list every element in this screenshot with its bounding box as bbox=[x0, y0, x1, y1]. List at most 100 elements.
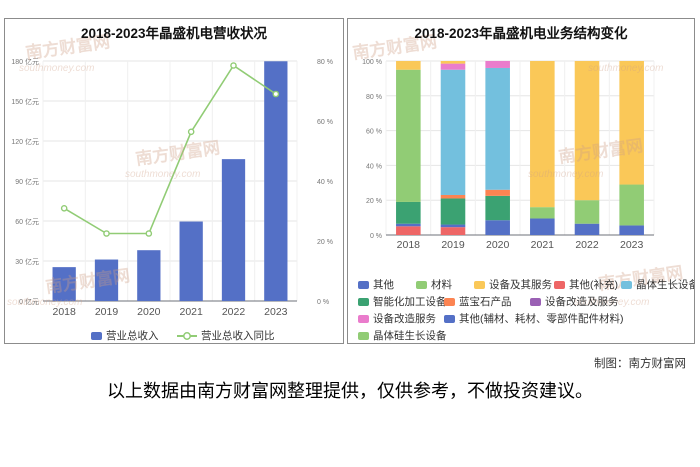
legend-swatch-bar bbox=[91, 331, 102, 340]
stacked-segment bbox=[440, 63, 466, 70]
y-left-tick-label: 0 亿元 bbox=[19, 297, 39, 306]
legend-label: 其他 bbox=[373, 279, 394, 291]
stacked-segment bbox=[485, 189, 510, 196]
y-left-tick-label: 90 亿元 bbox=[15, 177, 39, 186]
revenue-bar bbox=[94, 259, 119, 301]
y-tick-label: 40 % bbox=[366, 163, 382, 170]
stacked-segment bbox=[530, 61, 555, 208]
legend-item[interactable]: 其他(辅材、耗材、零部件配件材料) bbox=[444, 311, 624, 326]
legend-item[interactable]: 智能化加工设备 bbox=[358, 294, 447, 309]
legend-label: 营业总收入同比 bbox=[201, 330, 275, 342]
disclaimer-text: 以上数据由南方财富网整理提供，仅供参考，不做投资建议。 bbox=[107, 381, 593, 401]
stacked-segment bbox=[485, 195, 510, 221]
x-tick-label: 2022 bbox=[575, 239, 599, 251]
x-tick-label: 2018 bbox=[397, 239, 421, 251]
stacked-segment bbox=[440, 61, 466, 64]
legend-swatch bbox=[554, 280, 565, 289]
revenue-bar bbox=[179, 221, 203, 301]
stacked-segment bbox=[574, 200, 600, 224]
x-tick-label: 2022 bbox=[222, 306, 246, 318]
y-right-tick-label: 80 % bbox=[317, 59, 333, 66]
business-structure-chart-panel: 2018-2023年晶盛机电业务结构变化 南方财富网 southmoney.co… bbox=[347, 18, 695, 344]
y-left-tick-label: 60 亿元 bbox=[15, 217, 39, 226]
y-right-tick-label: 60 % bbox=[317, 119, 333, 126]
stacked-segment bbox=[396, 201, 421, 224]
legend-label: 智能化加工设备 bbox=[373, 296, 447, 308]
stacked-segment bbox=[396, 226, 421, 235]
legend-label: 晶体硅生长设备 bbox=[373, 330, 447, 342]
stacked-segment bbox=[440, 69, 466, 195]
legend-label: 晶体生长设备 bbox=[636, 279, 695, 291]
stacked-segment bbox=[574, 61, 600, 201]
revenue-yoy-point bbox=[60, 204, 68, 212]
y-right-tick-label: 40 % bbox=[317, 179, 333, 186]
watermark-sub: southmoney.com bbox=[19, 63, 95, 74]
legend-label: 其他(辅材、耗材、零部件配件材料) bbox=[459, 313, 624, 325]
stacked-segment bbox=[574, 223, 600, 235]
business-structure-chart-title: 2018-2023年晶盛机电业务结构变化 bbox=[414, 26, 628, 41]
x-tick-label: 2023 bbox=[620, 239, 644, 251]
stacked-segment bbox=[440, 198, 466, 225]
y-left-tick-label: 30 亿元 bbox=[15, 257, 39, 266]
legend-item[interactable]: 设备及其服务 bbox=[474, 277, 552, 292]
x-tick-label: 2020 bbox=[137, 306, 161, 318]
revenue-chart-svg: 0 亿元 30 亿元 60 亿元 90 亿元 120 亿元 150 亿元 180 亿元 0 %… bbox=[11, 57, 333, 318]
revenue-bar bbox=[221, 159, 246, 301]
legend-swatch bbox=[621, 280, 632, 289]
legend-swatch bbox=[358, 297, 369, 306]
legend-swatch bbox=[530, 297, 541, 306]
legend-label: 设备及其服务 bbox=[489, 279, 552, 291]
x-tick-label: 2023 bbox=[264, 306, 288, 318]
legend-swatch bbox=[358, 314, 369, 323]
stacked-segment bbox=[396, 69, 421, 202]
stacked-segment bbox=[619, 225, 644, 235]
chart-credit: 制图：南方财富网 bbox=[594, 358, 686, 370]
legend-item-revenue[interactable]: 营业总收入 bbox=[91, 328, 159, 343]
legend-swatch bbox=[444, 297, 455, 306]
stacked-segment bbox=[530, 207, 555, 219]
stacked-segment bbox=[440, 224, 466, 228]
y-tick-label: 80 % bbox=[366, 94, 382, 101]
legend-swatch bbox=[416, 280, 427, 289]
revenue-chart-panel: 2018-2023年晶盛机电营收状况 南方财富网 southmoney.com … bbox=[4, 18, 344, 344]
x-tick-label: 2018 bbox=[52, 306, 76, 318]
y-tick-label: 100 % bbox=[362, 59, 382, 66]
revenue-bar bbox=[264, 61, 288, 302]
watermark-sub: southmoney.com bbox=[7, 297, 83, 308]
revenue-bar bbox=[52, 267, 76, 301]
legend-swatch bbox=[474, 280, 485, 289]
revenue-yoy-point bbox=[230, 62, 237, 69]
stacked-segment bbox=[619, 61, 644, 185]
legend-swatch-line bbox=[177, 331, 197, 340]
legend-label: 蓝宝石产品 bbox=[459, 296, 512, 308]
legend-label: 其他(补充) bbox=[569, 279, 618, 291]
watermark-sub: southmoney.com bbox=[528, 169, 604, 180]
legend-swatch bbox=[358, 331, 369, 340]
legend-item[interactable]: 其他(补充) bbox=[554, 277, 618, 292]
legend-label: 设备改造服务 bbox=[373, 313, 436, 325]
x-tick-label: 2021 bbox=[531, 239, 555, 251]
y-tick-label: 0 % bbox=[370, 233, 382, 240]
legend-label: 设备改造及服务 bbox=[545, 296, 619, 308]
x-tick-label: 2019 bbox=[95, 306, 119, 318]
legend-swatch bbox=[358, 280, 369, 289]
legend-item-revenue-yoy[interactable]: 营业总收入同比 bbox=[177, 328, 275, 343]
legend-item[interactable]: 其他 bbox=[358, 277, 394, 292]
revenue-yoy-line bbox=[63, 64, 277, 235]
revenue-chart-legend: 营业总收入 营业总收入同比 bbox=[5, 328, 343, 343]
legend-item[interactable]: 材料 bbox=[416, 277, 452, 292]
y-left-tick-label: 180 亿元 bbox=[11, 57, 39, 66]
legend-item[interactable]: 设备改造服务 bbox=[358, 311, 436, 326]
x-tick-label: 2020 bbox=[486, 239, 510, 251]
stacked-segment bbox=[485, 220, 510, 235]
stacked-segment bbox=[619, 184, 644, 226]
legend-item[interactable]: 晶体硅生长设备 bbox=[358, 328, 447, 343]
legend-item[interactable]: 晶体生长设备 bbox=[621, 277, 695, 292]
stacked-segment bbox=[485, 67, 510, 190]
watermark-sub: southmoney.com bbox=[588, 63, 664, 74]
legend-item[interactable]: 蓝宝石产品 bbox=[444, 294, 512, 309]
revenue-yoy-point bbox=[145, 230, 153, 237]
stacked-segment bbox=[396, 223, 421, 227]
watermark-sub: southmoney.com bbox=[125, 169, 201, 180]
legend-item[interactable]: 设备改造及服务 bbox=[530, 294, 619, 309]
